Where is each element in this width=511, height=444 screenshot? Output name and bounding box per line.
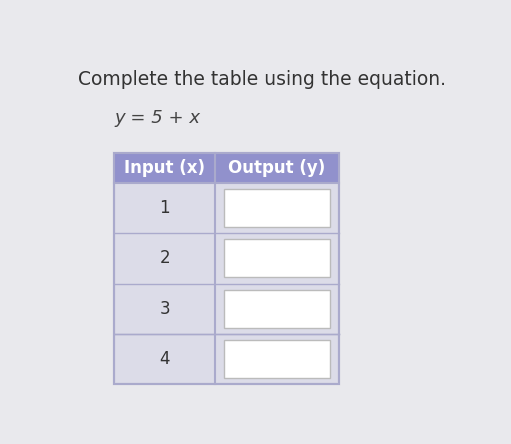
Text: Output (y): Output (y) xyxy=(228,159,326,177)
Bar xyxy=(224,239,330,278)
Text: 4: 4 xyxy=(159,350,170,368)
Bar xyxy=(224,340,330,378)
Text: 3: 3 xyxy=(159,300,170,318)
Bar xyxy=(114,153,339,385)
Bar xyxy=(224,189,330,227)
Text: 1: 1 xyxy=(159,199,170,217)
Bar xyxy=(114,153,339,182)
Text: y = 5 + x: y = 5 + x xyxy=(114,109,200,127)
Bar xyxy=(114,153,339,385)
Text: Input (x): Input (x) xyxy=(124,159,205,177)
Text: Complete the table using the equation.: Complete the table using the equation. xyxy=(78,70,446,89)
Text: 2: 2 xyxy=(159,249,170,267)
Bar xyxy=(224,289,330,328)
